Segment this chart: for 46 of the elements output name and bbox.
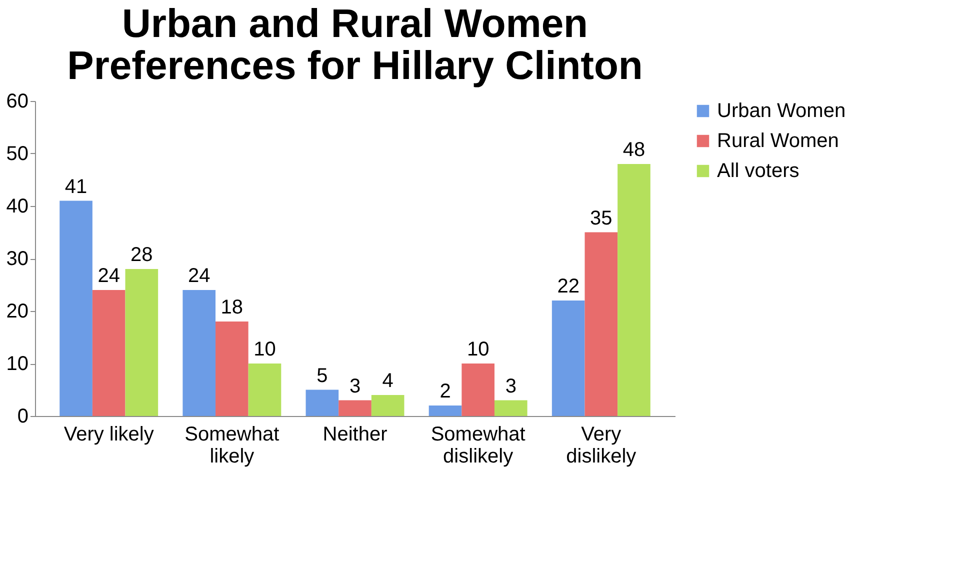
data-label: 48 <box>622 139 646 161</box>
bar <box>92 290 126 416</box>
bar <box>552 300 585 416</box>
y-tick-label: 60 <box>6 90 28 112</box>
data-label: 5 <box>316 364 328 387</box>
bar <box>462 364 494 416</box>
bar <box>584 232 618 416</box>
x-tick-label: Very likely <box>64 424 154 446</box>
x-tick-label: Somewhat likely <box>184 424 280 468</box>
data-label: 24 <box>188 265 210 287</box>
data-label: 4 <box>382 370 394 392</box>
y-tick-label: 30 <box>6 248 28 270</box>
data-label: 3 <box>505 375 516 398</box>
bar <box>125 269 158 416</box>
data-label: 41 <box>64 176 88 198</box>
y-tick-label: 50 <box>6 143 28 165</box>
bar <box>618 164 650 416</box>
chart-title: Urban and Rural Women Preferences for Hillary Clinton <box>67 2 643 88</box>
legend-label: All voters <box>717 160 800 182</box>
y-tick-label: 20 <box>6 300 28 322</box>
data-label: 2 <box>440 380 451 402</box>
x-tick-label: Neither <box>322 424 388 446</box>
data-label: 24 <box>98 265 120 287</box>
data-label: 3 <box>349 375 361 398</box>
data-label: 22 <box>557 276 580 298</box>
bar <box>216 322 248 416</box>
bar <box>182 290 216 416</box>
bar <box>338 400 372 416</box>
x-tick-label: Somewhat dislikely <box>430 424 526 468</box>
legend-label: Rural Women <box>717 130 839 152</box>
data-label: 35 <box>590 207 612 230</box>
bar <box>306 390 339 416</box>
y-tick-label: 0 <box>17 406 28 428</box>
data-label: 18 <box>220 296 244 318</box>
data-label: 28 <box>130 244 153 266</box>
x-tick-label: Very dislikely <box>566 424 636 468</box>
bar <box>428 406 462 416</box>
bar <box>371 395 404 416</box>
y-tick-label: 10 <box>6 353 28 375</box>
legend-label: Urban Women <box>717 100 846 122</box>
bar <box>60 200 92 416</box>
data-label: 10 <box>254 338 276 360</box>
bar <box>248 364 282 416</box>
bar <box>494 400 528 416</box>
data-label: 10 <box>466 338 490 360</box>
y-tick-label: 40 <box>6 196 28 218</box>
